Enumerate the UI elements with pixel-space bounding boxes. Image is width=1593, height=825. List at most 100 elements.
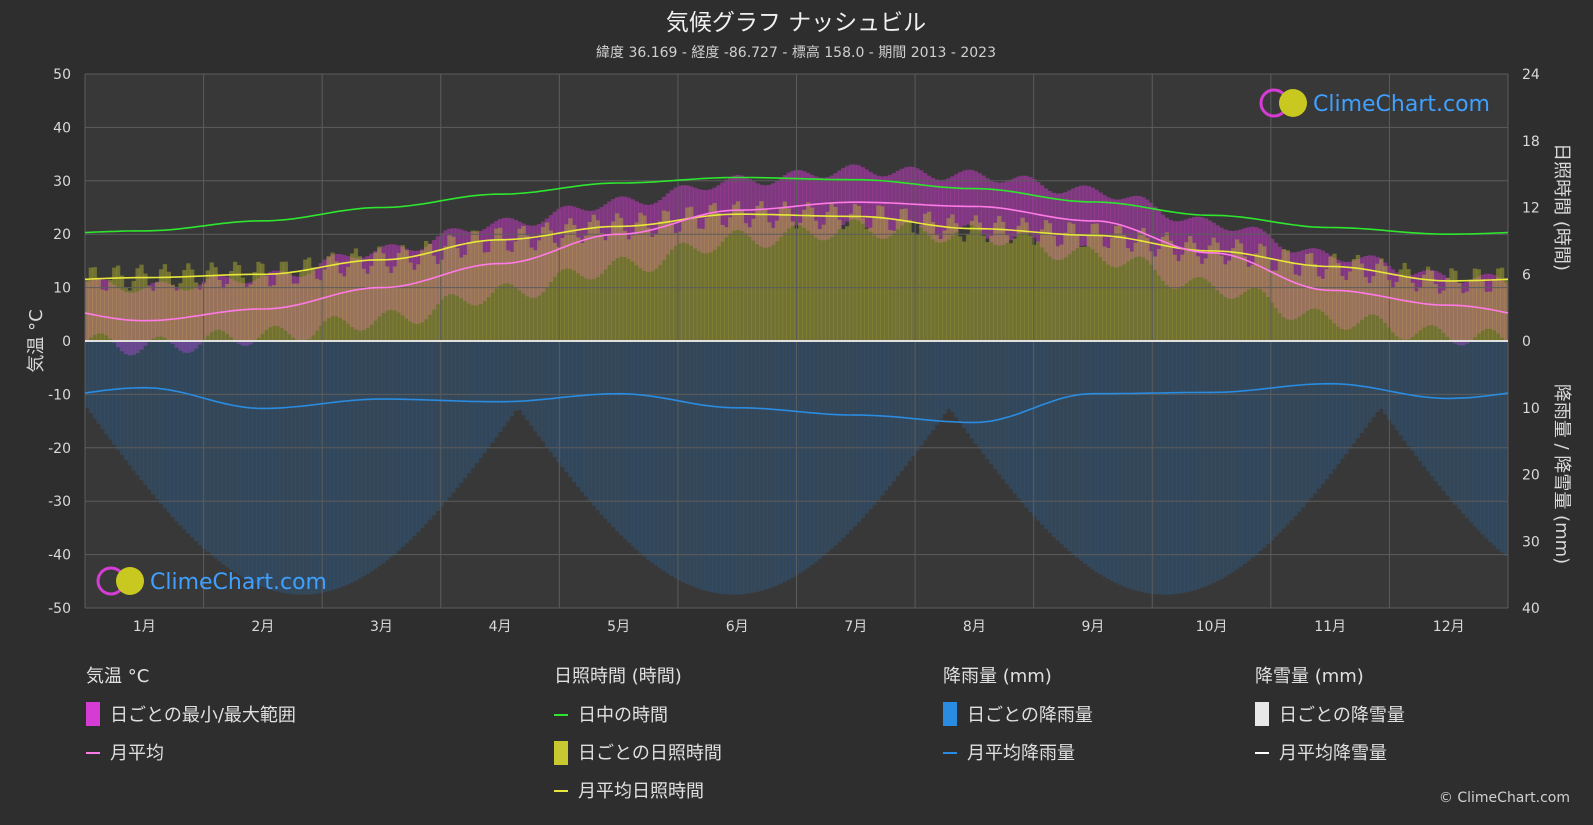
rain-bar [1464,341,1470,519]
sunshine-bar [626,239,632,341]
sunshine-bar [459,257,464,341]
sunshine-bar [1180,254,1185,341]
temp-range-bar [84,282,90,341]
rain-bar [1359,341,1364,434]
rain-bar [423,341,429,524]
logo-top: ClimeChart.com [1259,88,1490,118]
temp-range-bar [611,199,616,261]
temp-range-bar [486,226,491,298]
sunshine-bar [1133,242,1138,341]
temp-range-bar [1308,248,1314,310]
x-tick-label: 2月 [251,619,274,635]
rain-bar [295,341,300,595]
sunshine-bar [92,267,97,341]
sunshine-bar [186,263,191,341]
right-bottom-tick-label: 20 [1522,468,1540,484]
sunshine-bar [283,261,288,341]
right-top-tick-label: 6 [1522,267,1531,283]
sunshine-bar [576,237,581,341]
temp-range-bar [1355,259,1361,324]
rain-bar [622,341,628,540]
sunshine-bar [1266,259,1271,341]
sunshine-bar [817,229,823,341]
sunshine-bar [1192,242,1197,341]
left-tick-label: -30 [48,494,71,510]
sunshine-bar [357,256,363,341]
sunshine-bar [821,224,826,341]
sunshine-bar [1078,246,1084,341]
rain-bar [190,341,195,538]
temp-range-bar [248,282,253,345]
right-top-tick-label: 18 [1522,134,1540,150]
rain-bar [907,341,912,462]
rain-bar [556,341,561,463]
rain-bar [1324,341,1329,480]
temp-range-bar [716,185,721,247]
temp-range-bar [299,276,304,342]
sunshine-bar [1308,253,1314,341]
rain-bar [377,341,382,567]
temp-range-bar [365,255,370,329]
rain-bar [1383,341,1388,415]
rain-bar [451,341,456,493]
sunshine-bar [1075,235,1080,341]
sunshine-bar [1156,248,1162,341]
sunshine-bar [1039,229,1045,341]
sunshine-bar [1227,260,1232,341]
sunshine-bar [1032,244,1037,341]
temp-range-bar [1215,225,1220,291]
temp-range-bar [166,283,171,341]
rain-bar [1312,341,1318,494]
temp-range-bar [829,175,834,238]
sunshine-bar [1394,281,1400,341]
temp-range-bar [420,249,425,323]
temp-range-bar [845,165,850,222]
sunshine-bar [427,244,433,341]
sunshine-bar [938,239,943,341]
temp-range-bar [969,169,975,225]
temp-range-bar [1203,218,1209,280]
rain-bar [591,341,596,506]
temp-range-bar [1075,186,1080,248]
rain-bar [186,341,191,534]
x-tick-label: 6月 [726,619,749,635]
rain-bar [1379,341,1384,409]
sunshine-bar [1195,256,1201,341]
sunshine-bar [112,267,117,341]
sunshine-bar [225,283,230,341]
rain-bar [1114,341,1119,584]
rain-bar [275,341,281,592]
sunshine-bar [1149,251,1154,341]
sunshine-bar [139,264,144,341]
rain-bar [193,341,199,542]
sunshine-bar [1371,276,1376,341]
rain-bar [373,341,378,569]
legend: 気温 °C 日ごとの最小/最大範囲 月平均 日照時間 (時間) 日中の時間 日ご… [86,666,1405,802]
legend-temp-range-swatch [86,702,100,726]
left-tick-label: -50 [48,601,71,617]
temp-range-bar [1125,197,1131,262]
rain-bar [802,341,807,571]
sunshine-bar [1390,287,1396,341]
sunshine-bar [1344,279,1349,341]
sunshine-bar [743,223,748,341]
rain-bar [1476,341,1481,531]
temp-range-bar [1457,282,1462,346]
temp-range-bar [1102,195,1107,262]
sunshine-bar [1336,263,1341,341]
rain-bar [1098,341,1103,575]
rain-bar [599,341,604,515]
rain-bar [650,341,655,563]
temp-range-bar [1246,227,1251,290]
rain-bar [1262,341,1267,548]
sunshine-bar [813,220,819,341]
rain-bar [240,341,246,578]
rain-bar [466,341,472,474]
x-tick-label: 7月 [844,619,867,635]
rain-bar [985,341,990,460]
temp-range-bar [923,172,928,232]
sunshine-bar [837,219,842,341]
sunshine-bar [498,227,503,341]
temp-range-bar [1063,192,1068,258]
sunshine-bar [1110,237,1115,341]
